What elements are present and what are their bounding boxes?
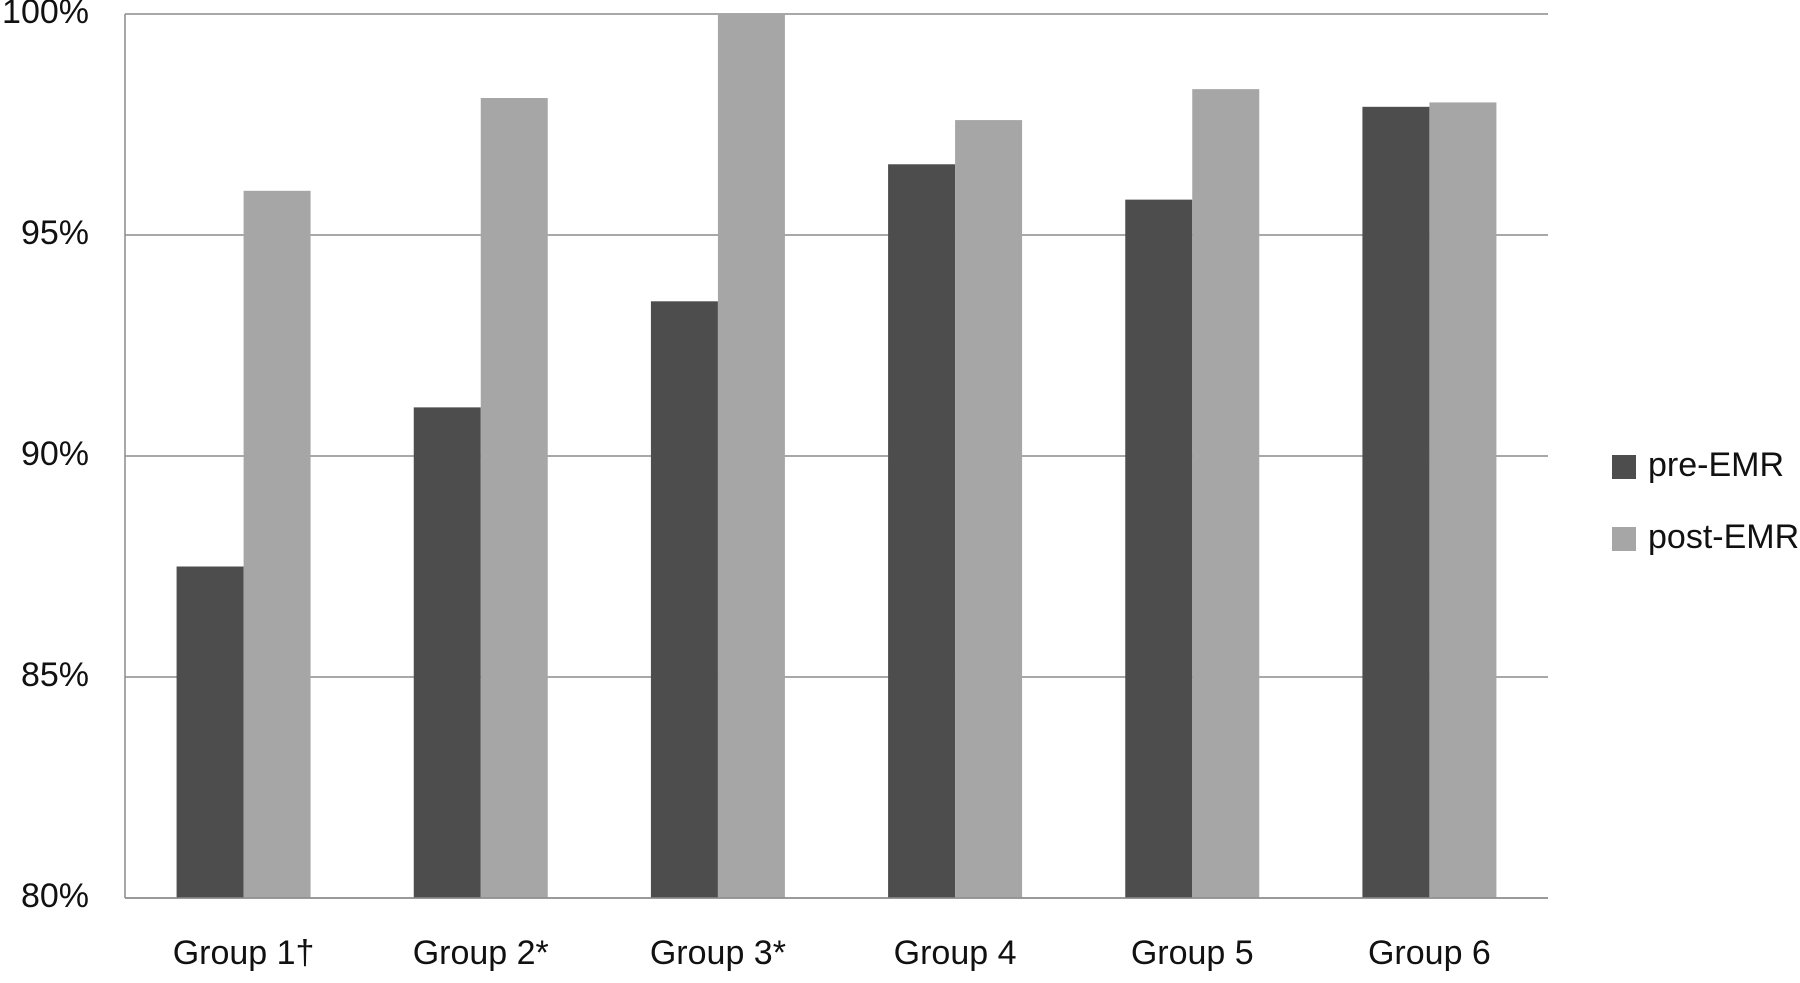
x-category-label: Group 4: [894, 934, 1017, 972]
legend-swatch-post-emr: [1612, 527, 1636, 551]
bar-pre-emr-1: [176, 566, 244, 898]
y-tick-label: 90%: [21, 435, 89, 473]
legend-label-pre-emr: pre-EMR: [1648, 446, 1784, 484]
axes: [124, 14, 1548, 899]
legend-label-post-emr: post-EMR: [1648, 518, 1799, 556]
x-axis-category-labels: Group 1† Group 2* Group 3* Group 4 Group 5 Gr…: [173, 934, 1491, 972]
x-category-label: Group 3*: [650, 934, 786, 972]
bar-post-emr-1: [243, 190, 311, 899]
x-category-label: Group 6: [1368, 934, 1491, 972]
bar-pre-emr-5: [1125, 199, 1193, 898]
bar-post-emr-5: [1192, 89, 1260, 898]
y-tick-label: 80%: [21, 877, 89, 915]
legend: pre-EMR post-EMR: [1612, 446, 1799, 556]
bar-pre-emr-4: [888, 164, 956, 898]
y-tick-label: 100%: [2, 0, 89, 31]
x-category-label: Group 1†: [173, 934, 315, 972]
bar-pre-emr-2: [413, 407, 481, 898]
legend-swatch-pre-emr: [1612, 455, 1636, 479]
y-tick-label: 95%: [21, 214, 89, 252]
bar-pre-emr-3: [650, 301, 718, 898]
y-tick-label: 85%: [21, 656, 89, 694]
gridlines: [125, 13, 1548, 899]
bar-pre-emr-6: [1362, 106, 1430, 898]
bar-post-emr-4: [955, 120, 1023, 898]
y-axis-tick-labels: 80% 85% 90% 95% 100%: [2, 0, 89, 915]
bars: [176, 14, 1497, 899]
bar-post-emr-2: [480, 97, 548, 899]
x-category-label: Group 2*: [413, 934, 549, 972]
x-category-label: Group 5: [1131, 934, 1254, 972]
bar-post-emr-3: [717, 14, 785, 898]
bar-post-emr-6: [1429, 102, 1497, 898]
